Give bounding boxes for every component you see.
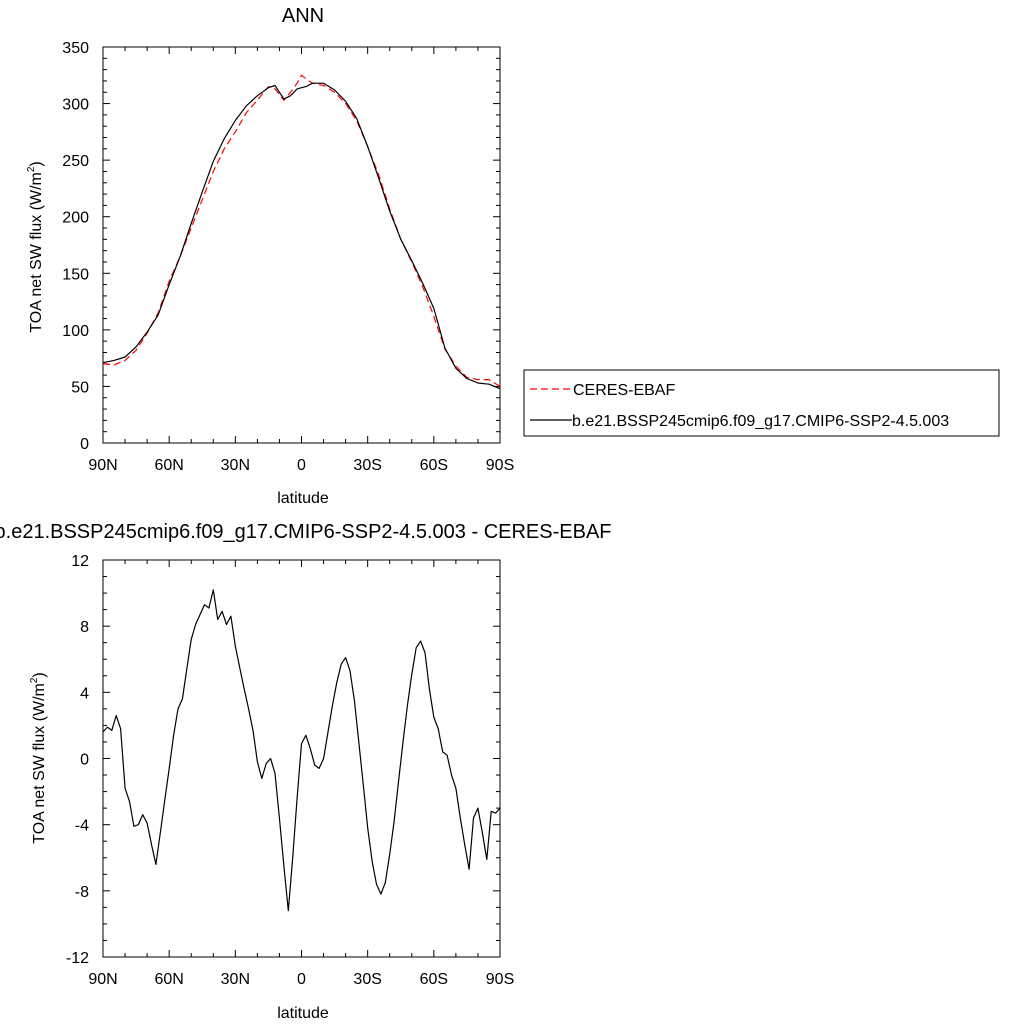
x-tick-label: 90S — [486, 971, 514, 988]
x-tick-label: 60N — [154, 971, 183, 988]
x-tick-label: 30S — [353, 971, 381, 988]
y-tick-label: -8 — [75, 884, 89, 901]
y-axis-label: TOA net SW flux (W/m2) — [29, 672, 48, 844]
x-tick-label: 30S — [353, 457, 381, 474]
x-tick-label: 0 — [297, 457, 306, 474]
x-tick-label: 30N — [221, 457, 250, 474]
legend-label-model: b.e21.BSSP245cmip6.f09_g17.CMIP6-SSP2-4.… — [572, 413, 949, 430]
y-tick-label: 100 — [62, 323, 89, 340]
y-axis-label: TOA net SW flux (W/m2) — [26, 161, 45, 333]
x-axis-label: latitude — [277, 1005, 329, 1022]
series-group — [102, 589, 501, 912]
y-tick-label: 4 — [80, 685, 89, 702]
y-axis-label-close: ) — [31, 672, 48, 677]
legend-box — [523, 369, 1000, 437]
x-tick-label: 0 — [297, 971, 306, 988]
y-tick-label: 0 — [80, 752, 89, 769]
chart-bottom-panel: b.e21.BSSP245cmip6.f09_g17.CMIP6-SSP2-4.… — [0, 521, 611, 1022]
y-tick-label: 150 — [62, 266, 89, 283]
series-line-model — [102, 82, 501, 390]
x-axis-label: latitude — [277, 490, 329, 507]
chart-top-panel: ANN 90N 60N 30N 0 30S 60S 90S 0 50 100 150 200 250 3… — [26, 5, 514, 507]
axis-ticks — [102, 46, 501, 444]
chart-title: b.e21.BSSP245cmip6.f09_g17.CMIP6-SSP2-4.… — [0, 521, 611, 543]
x-tick-label: 30N — [221, 971, 250, 988]
x-tick-label: 60S — [420, 971, 448, 988]
legend-label-ceres: CERES-EBAF — [573, 382, 675, 399]
series-line-ceres-ebaf — [102, 74, 501, 387]
x-tick-label: 60S — [420, 457, 448, 474]
y-axis-label-close: ) — [28, 161, 45, 166]
plot-frame — [102, 46, 501, 444]
y-tick-label: 300 — [62, 97, 89, 114]
x-tick-label: 90S — [486, 457, 514, 474]
y-tick-label: 200 — [62, 210, 89, 227]
y-axis-label-text: TOA net SW flux (W/m — [31, 683, 48, 844]
x-tick-label: 90N — [88, 971, 117, 988]
plot-frame — [102, 559, 501, 958]
y-tick-label: 250 — [62, 153, 89, 170]
x-tick-labels: 90N 60N 30N 0 30S 60S 90S — [88, 971, 514, 988]
chart-title: ANN — [282, 5, 324, 27]
series-line-difference — [102, 589, 501, 912]
y-axis-label-superscript: 2 — [29, 677, 40, 683]
x-tick-label: 90N — [88, 457, 117, 474]
y-tick-label: -12 — [66, 950, 89, 967]
y-tick-label: 350 — [62, 40, 89, 57]
y-axis-label-superscript: 2 — [26, 166, 37, 172]
series-group — [102, 74, 501, 390]
y-tick-labels: -12 -8 -4 0 4 8 12 — [66, 553, 89, 967]
x-tick-label: 60N — [154, 457, 183, 474]
axis-ticks — [102, 559, 501, 958]
y-axis-label-text: TOA net SW flux (W/m — [28, 172, 45, 333]
y-tick-label: 50 — [71, 379, 89, 396]
y-tick-label: 12 — [71, 553, 89, 570]
y-tick-labels: 0 50 100 150 200 250 300 350 — [62, 40, 89, 453]
x-tick-labels: 90N 60N 30N 0 30S 60S 90S — [88, 457, 514, 474]
y-tick-label: -4 — [75, 818, 89, 835]
legend: CERES-EBAF b.e21.BSSP245cmip6.f09_g17.CM… — [523, 369, 1000, 437]
y-tick-label: 0 — [80, 436, 89, 453]
y-tick-label: 8 — [80, 619, 89, 636]
